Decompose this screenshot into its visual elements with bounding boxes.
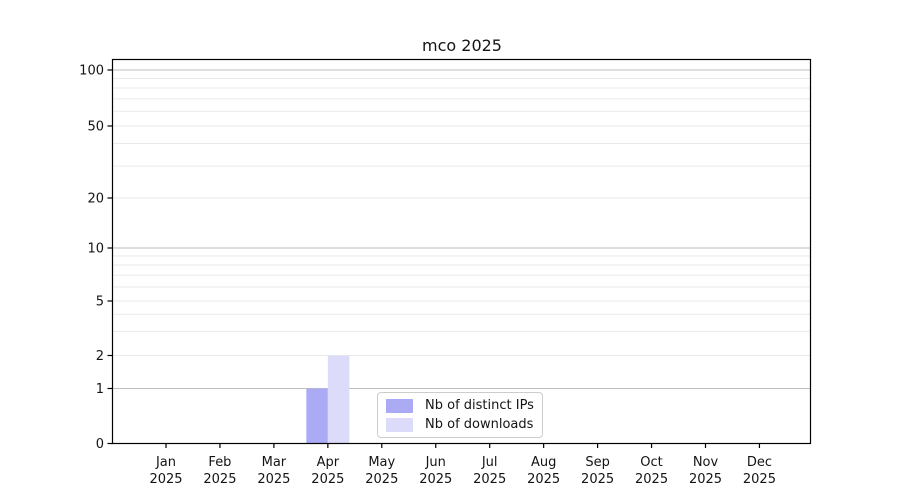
x-tick-label-year: 2025	[149, 472, 182, 487]
x-tick-label-year: 2025	[365, 472, 398, 487]
y-tick-label: 2	[96, 349, 104, 364]
x-tick-label-year: 2025	[419, 472, 452, 487]
x-tick-label-month: May	[368, 455, 395, 470]
x-tick-label-month: Dec	[747, 455, 772, 470]
y-tick-label: 50	[87, 120, 104, 135]
legend-entry: Nb of downloads	[386, 417, 534, 432]
x-tick-label-month: Apr	[317, 455, 340, 470]
x-tick-label-month: Nov	[693, 455, 719, 470]
y-tick-label: 20	[87, 192, 104, 207]
legend: Nb of distinct IPs Nb of downloads	[377, 392, 543, 438]
x-tick-label-month: Oct	[640, 455, 662, 470]
y-tick-label: 10	[87, 242, 104, 257]
x-tick-label-month: Aug	[531, 455, 556, 470]
x-tick-label-year: 2025	[743, 472, 776, 487]
x-tick-label-month: Feb	[208, 455, 231, 470]
x-tick-label-month: Jan	[155, 455, 176, 470]
legend-swatch-icon	[386, 398, 413, 413]
legend-label: Nb of downloads	[425, 417, 534, 432]
x-tick-label-year: 2025	[257, 472, 290, 487]
chart-title: mco 2025	[422, 36, 502, 55]
x-tick-label-year: 2025	[689, 472, 722, 487]
x-tick-label-year: 2025	[581, 472, 614, 487]
x-tick-label-month: Jul	[481, 455, 498, 470]
x-tick-label-month: Sep	[585, 455, 610, 470]
legend-entry: Nb of distinct IPs	[386, 398, 534, 413]
x-tick-label-year: 2025	[473, 472, 506, 487]
x-tick-label-year: 2025	[527, 472, 560, 487]
y-tick-label: 100	[79, 64, 104, 79]
x-tick-label-year: 2025	[203, 472, 236, 487]
bar-nb-of-downloads	[327, 355, 350, 444]
x-tick-label-month: Jun	[425, 455, 446, 470]
x-tick-label-month: Mar	[262, 455, 287, 470]
legend-label: Nb of distinct IPs	[425, 398, 534, 413]
y-tick-label: 1	[96, 382, 104, 397]
legend-swatch-icon	[386, 417, 413, 432]
bar-nb-of-distinct-ips	[306, 388, 328, 444]
plot-border	[111, 58, 812, 445]
x-tick-label-year: 2025	[311, 472, 344, 487]
x-tick-label-year: 2025	[635, 472, 668, 487]
y-tick-label: 0	[96, 437, 104, 452]
y-tick-label: 5	[96, 295, 104, 310]
